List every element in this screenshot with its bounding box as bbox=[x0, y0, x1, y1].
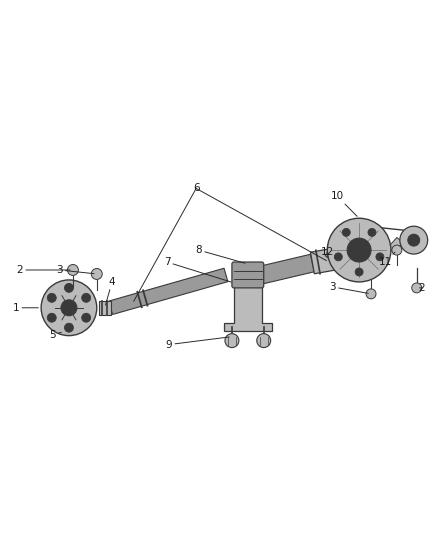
Circle shape bbox=[408, 234, 420, 246]
Polygon shape bbox=[224, 281, 272, 330]
Text: 11: 11 bbox=[379, 252, 395, 267]
Text: 4: 4 bbox=[106, 277, 115, 305]
Polygon shape bbox=[109, 268, 228, 314]
Circle shape bbox=[368, 229, 376, 236]
Circle shape bbox=[64, 284, 74, 293]
Circle shape bbox=[257, 334, 271, 348]
Circle shape bbox=[225, 334, 239, 348]
FancyBboxPatch shape bbox=[232, 262, 264, 288]
Circle shape bbox=[334, 253, 342, 261]
Ellipse shape bbox=[338, 244, 347, 252]
Polygon shape bbox=[260, 254, 314, 284]
Circle shape bbox=[61, 300, 77, 316]
Circle shape bbox=[47, 293, 56, 302]
Text: 8: 8 bbox=[195, 245, 245, 263]
Ellipse shape bbox=[337, 243, 346, 251]
Polygon shape bbox=[99, 301, 111, 315]
Text: 1: 1 bbox=[13, 303, 39, 313]
Polygon shape bbox=[325, 245, 344, 264]
Circle shape bbox=[412, 283, 422, 293]
Circle shape bbox=[82, 313, 91, 322]
Circle shape bbox=[355, 268, 363, 276]
Circle shape bbox=[47, 313, 56, 322]
Circle shape bbox=[366, 289, 376, 299]
Text: 3: 3 bbox=[329, 282, 368, 293]
Text: 7: 7 bbox=[164, 257, 231, 282]
Polygon shape bbox=[327, 244, 329, 256]
Text: 5: 5 bbox=[49, 329, 61, 340]
Text: 10: 10 bbox=[331, 191, 357, 216]
Text: 2: 2 bbox=[419, 283, 425, 293]
Circle shape bbox=[376, 253, 384, 261]
Circle shape bbox=[342, 229, 350, 236]
Circle shape bbox=[91, 269, 102, 279]
Polygon shape bbox=[388, 238, 403, 253]
Text: 2: 2 bbox=[17, 265, 70, 275]
Circle shape bbox=[400, 226, 427, 254]
Polygon shape bbox=[311, 247, 342, 274]
Circle shape bbox=[392, 245, 402, 255]
Text: 12: 12 bbox=[321, 247, 334, 257]
Circle shape bbox=[41, 280, 97, 336]
Circle shape bbox=[82, 293, 91, 302]
Circle shape bbox=[64, 323, 74, 332]
Circle shape bbox=[327, 218, 391, 282]
Text: 6: 6 bbox=[193, 183, 199, 193]
Circle shape bbox=[347, 238, 371, 262]
Text: 9: 9 bbox=[166, 337, 229, 350]
Text: 3: 3 bbox=[56, 265, 94, 275]
Circle shape bbox=[67, 264, 78, 276]
